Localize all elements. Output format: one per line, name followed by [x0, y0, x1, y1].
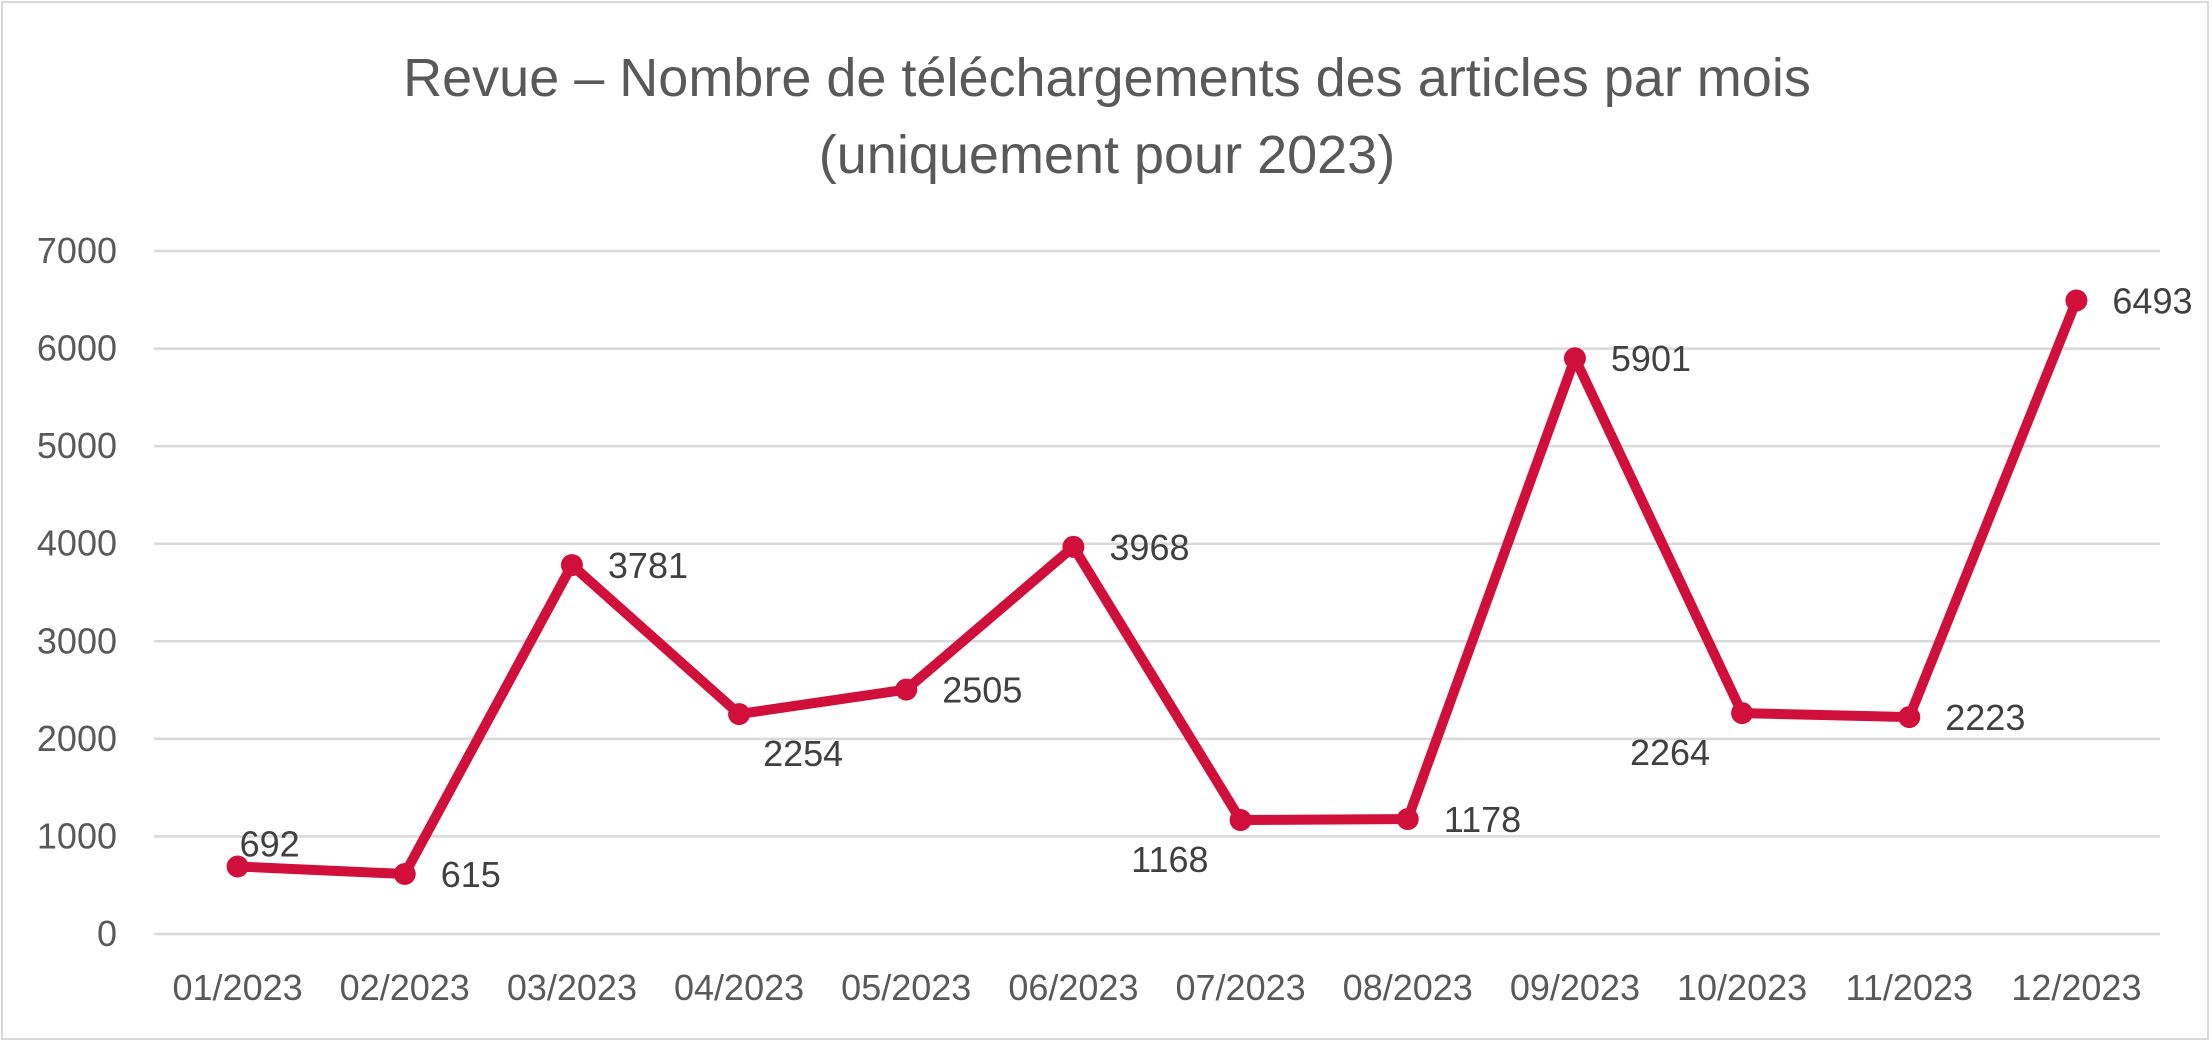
data-label: 3781 — [608, 545, 688, 586]
x-axis-ticks: 01/2023 02/2023 03/2023 04/2023 05/2023 06/20… — [173, 967, 2142, 1008]
data-point — [226, 855, 249, 878]
data-point — [1229, 809, 1252, 832]
x-tick-label: 08/2023 — [1343, 967, 1473, 1008]
x-tick-label: 05/2023 — [841, 967, 971, 1008]
y-tick-label: 5000 — [37, 425, 117, 466]
data-labels: 692 615 3781 2254 2505 3968 1168 1178 5901 2264 22… — [240, 280, 2193, 895]
data-point — [1731, 702, 1754, 725]
y-tick-label: 1000 — [37, 815, 117, 856]
data-point — [1563, 347, 1586, 370]
x-tick-label: 12/2023 — [2011, 967, 2141, 1008]
x-tick-label: 01/2023 — [173, 967, 303, 1008]
x-tick-label: 02/2023 — [340, 967, 470, 1008]
data-point — [895, 678, 918, 701]
y-tick-label: 0 — [97, 913, 117, 954]
x-tick-label: 04/2023 — [674, 967, 804, 1008]
data-label: 5901 — [1611, 338, 1691, 379]
data-label: 2264 — [1630, 732, 1710, 773]
data-label: 2505 — [942, 670, 1022, 711]
y-axis-ticks: 0 1000 2000 3000 4000 5000 6000 7000 — [37, 230, 117, 954]
data-point — [728, 703, 751, 726]
y-tick-label: 2000 — [37, 718, 117, 759]
data-label: 2223 — [1945, 697, 2025, 738]
series-downloads — [226, 289, 2088, 885]
data-point — [1062, 535, 1085, 558]
x-tick-label: 11/2023 — [1846, 967, 1973, 1008]
chart-title: Revue – Nombre de téléchargements des ar… — [403, 48, 1811, 108]
x-tick-label: 10/2023 — [1677, 967, 1807, 1008]
line-chart: Revue – Nombre de téléchargements des ar… — [37, 48, 2193, 1008]
data-point — [2065, 289, 2088, 312]
data-label: 615 — [441, 854, 501, 895]
data-point — [560, 554, 583, 577]
data-label: 1178 — [1444, 799, 1521, 840]
x-tick-label: 09/2023 — [1510, 967, 1640, 1008]
data-point — [1396, 808, 1419, 831]
data-point — [393, 862, 416, 885]
y-tick-label: 4000 — [37, 523, 117, 564]
series-line — [232, 295, 2082, 879]
x-tick-label: 07/2023 — [1176, 967, 1306, 1008]
x-tick-label: 06/2023 — [1008, 967, 1138, 1008]
data-point — [1898, 706, 1921, 729]
data-label: 692 — [240, 823, 300, 864]
chart-subtitle: (uniquement pour 2023) — [819, 125, 1395, 185]
data-label: 3968 — [1109, 527, 1189, 568]
data-label: 6493 — [2112, 280, 2192, 321]
y-tick-label: 7000 — [37, 230, 117, 271]
gridlines — [154, 249, 2160, 936]
data-label: 1168 — [1131, 839, 1208, 880]
y-tick-label: 3000 — [37, 620, 117, 661]
data-label: 2254 — [763, 733, 843, 774]
y-tick-label: 6000 — [37, 328, 117, 369]
x-tick-label: 03/2023 — [507, 967, 637, 1008]
